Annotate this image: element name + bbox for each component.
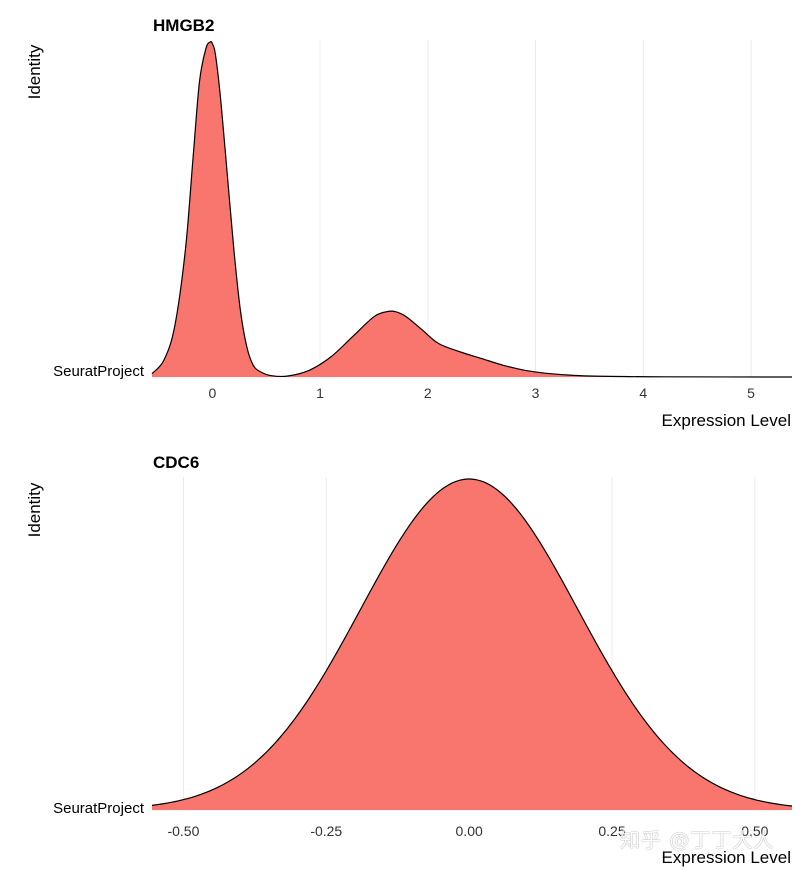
hmgb2-ridge-panel: HMGB2 Identity SeuratProject 0 1 2 3 4 5 Expr… [25, 16, 793, 430]
cdc6-y-axis-label: Identity [25, 482, 44, 537]
x-tick-label: 2 [424, 385, 432, 401]
x-tick-label: -0.25 [310, 823, 342, 839]
hmgb2-title: HMGB2 [153, 16, 214, 35]
cdc6-density-ridge [152, 479, 792, 810]
density-outline [151, 478, 793, 807]
cdc6-ridge-panel: CDC6 Identity SeuratProject -0.50 -0.25 0.… [25, 453, 793, 867]
density-outline [151, 40, 793, 378]
hmgb2-grid [152, 40, 792, 378]
cdc6-x-axis-label: Expression Level [662, 848, 791, 867]
hmgb2-y-axis-label: Identity [25, 44, 44, 99]
x-tick-label: 5 [747, 385, 755, 401]
x-tick-label: -0.50 [167, 823, 199, 839]
x-tick-label: 0.00 [456, 823, 483, 839]
x-tick-label: 0.25 [598, 823, 625, 839]
x-tick-label: 3 [532, 385, 540, 401]
cdc6-title: CDC6 [153, 453, 199, 472]
hmgb2-x-axis-label: Expression Level [662, 411, 791, 430]
x-tick-label: 0.50 [741, 823, 768, 839]
hmgb2-density-ridge [152, 41, 792, 378]
x-tick-label: 1 [316, 385, 324, 401]
hmgb2-x-tick-labels: 0 1 2 3 4 5 [208, 385, 755, 401]
cdc6-category-label: SeuratProject [53, 800, 145, 817]
cdc6-x-tick-labels: -0.50 -0.25 0.00 0.25 0.50 [167, 823, 768, 839]
x-tick-label: 4 [639, 385, 647, 401]
x-tick-label: 0 [208, 385, 216, 401]
watermark: 知乎 @丁丁大人 [620, 828, 775, 852]
hmgb2-category-label: SeuratProject [53, 363, 145, 380]
